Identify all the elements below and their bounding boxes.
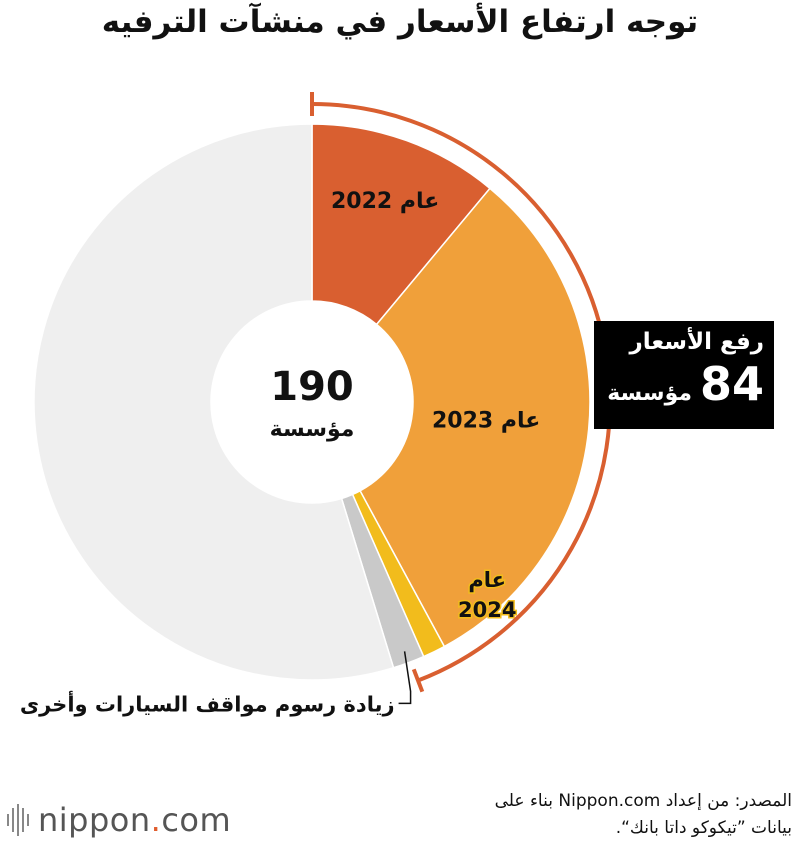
center-total-value: 190 (270, 364, 354, 410)
chart-title: توجه ارتفاع الأسعار في منشآت الترفيه (101, 4, 699, 40)
source-note: المصدر: من إعداد Nippon.com بناء على بيا… (495, 788, 792, 842)
slice-label-2022: عام 2022 (331, 189, 439, 214)
price-raise-callout: رفع الأسعار 84 مؤسسة (594, 321, 774, 429)
bracket-cap-end (411, 668, 425, 693)
slice-label-2023: عام 2023 (432, 408, 540, 433)
logo-wordmark: nippon.com (38, 801, 232, 839)
other-leader-line (398, 651, 412, 705)
logo-bars-icon (7, 804, 29, 836)
nippon-logo: nippon.com (6, 800, 231, 840)
callout-unit: مؤسسة (607, 381, 692, 406)
callout-value: 84 (699, 357, 764, 411)
slice-label-2024-word: عام (468, 568, 506, 592)
center-total-unit: مؤسسة (270, 417, 355, 442)
callout-label: رفع الأسعار (629, 329, 764, 355)
source-line-2: بيانات ”تيكوكو داتا بانك“. (615, 818, 792, 838)
donut-hole (211, 301, 413, 503)
slice-label-2024-year: 2024 (458, 598, 516, 622)
source-line-1: المصدر: من إعداد Nippon.com بناء على (494, 791, 792, 811)
slice-label-other: زيادة رسوم مواقف السيارات وأخرى (20, 689, 395, 716)
